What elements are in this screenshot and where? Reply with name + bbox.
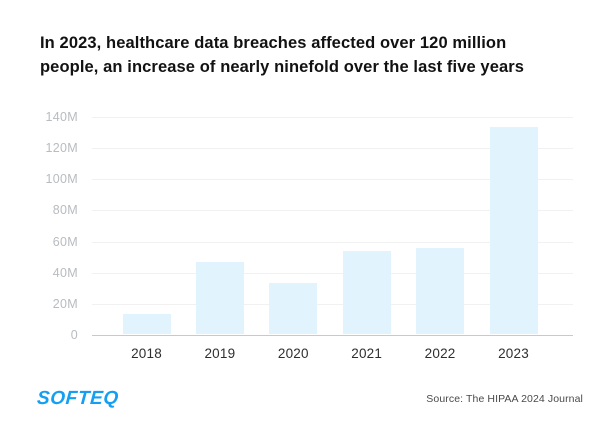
y-axis-tick-20M: 20M bbox=[52, 296, 78, 311]
x-axis-label-2022: 2022 bbox=[424, 346, 456, 361]
page-title-line-2: people, an increase of nearly ninefold o… bbox=[40, 58, 525, 76]
gridline-140M bbox=[92, 117, 573, 118]
y-axis-tick-140M: 140M bbox=[45, 110, 78, 124]
bar-chart: 140M 120M 100M 80M 60M 40M 20M 0 2018 2019 2020 202… bbox=[0, 110, 615, 371]
gridline-100M bbox=[92, 179, 573, 181]
gridline-80M bbox=[92, 210, 573, 212]
bar-2018 bbox=[122, 313, 171, 334]
x-axis-label-2021: 2021 bbox=[351, 346, 383, 361]
x-axis-label-2019: 2019 bbox=[204, 346, 236, 361]
gridline-40M bbox=[92, 272, 573, 274]
bar-2020 bbox=[269, 282, 318, 334]
y-axis-tick-0: 0 bbox=[70, 328, 78, 342]
x-axis-label-2020: 2020 bbox=[277, 346, 309, 361]
gridline-60M bbox=[92, 241, 573, 243]
y-axis-tick-80M: 80M bbox=[52, 203, 78, 218]
bar-2021 bbox=[342, 251, 391, 334]
bar-2022 bbox=[416, 248, 465, 334]
y-axis-tick-40M: 40M bbox=[52, 265, 78, 280]
y-axis-tick-60M: 60M bbox=[52, 234, 78, 249]
bar-2023 bbox=[489, 126, 538, 334]
page-title: In 2023, healthcare data breaches affect… bbox=[40, 31, 585, 79]
x-axis-label-2023: 2023 bbox=[498, 346, 529, 361]
gridline-120M bbox=[92, 148, 573, 150]
y-axis-tick-120M: 120M bbox=[45, 141, 78, 156]
softeq-logo: SOFTEQ bbox=[36, 388, 120, 409]
gridline-20M bbox=[92, 303, 573, 305]
bar-2019 bbox=[195, 262, 244, 334]
x-axis-label-2018: 2018 bbox=[131, 346, 162, 361]
source-text: Source: The HIPAA 2024 Journal bbox=[426, 393, 583, 405]
page-title-line-1: In 2023, healthcare data breaches affect… bbox=[40, 34, 507, 52]
plot-area bbox=[92, 117, 573, 336]
y-axis-tick-100M: 100M bbox=[45, 172, 78, 187]
x-axis-line bbox=[92, 335, 573, 336]
